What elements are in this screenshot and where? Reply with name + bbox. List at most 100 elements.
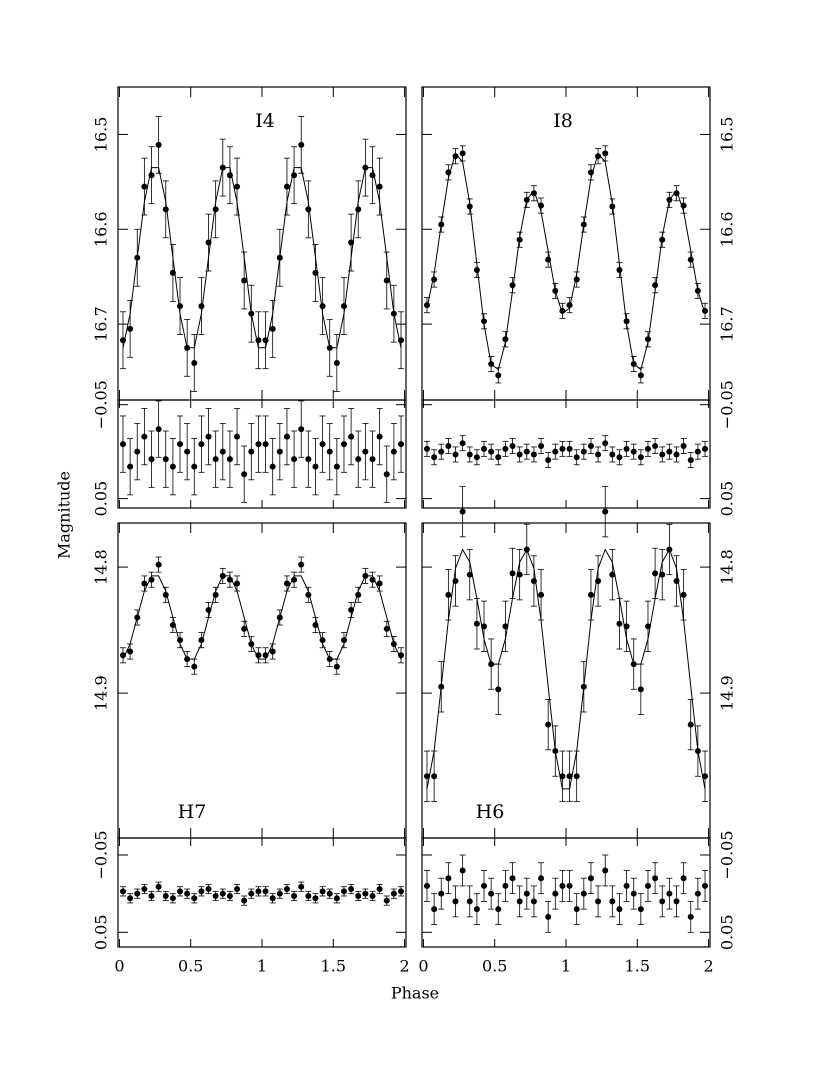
data-point (148, 576, 155, 583)
data-point (573, 276, 580, 283)
data-point (673, 190, 680, 197)
residual-point (559, 882, 566, 889)
data-point (348, 239, 355, 246)
residual-point (312, 463, 319, 470)
residual-point (595, 898, 602, 905)
data-point (687, 256, 694, 263)
residual-point (687, 457, 694, 464)
data-point (398, 337, 405, 344)
data-point (119, 337, 126, 344)
data-point (291, 172, 298, 179)
data-point (687, 721, 694, 728)
residual-point (376, 886, 383, 893)
residual-point (659, 898, 666, 905)
residual-point (148, 456, 155, 463)
data-point (481, 318, 488, 325)
residual-point (169, 463, 176, 470)
residual-point (580, 890, 587, 897)
data-point (169, 269, 176, 276)
residual-point (291, 892, 298, 899)
residual-point (119, 888, 126, 895)
data-point (226, 172, 233, 179)
data-point (177, 303, 184, 310)
residual-point (509, 443, 516, 450)
data-point (587, 591, 594, 598)
residual-point (348, 886, 355, 893)
data-point (127, 648, 134, 655)
data-point (276, 254, 283, 261)
data-point (319, 303, 326, 310)
residual-point (609, 451, 616, 458)
panel-frame (117, 522, 407, 839)
residual-point (573, 906, 580, 913)
data-point (616, 267, 623, 274)
residual-point (283, 433, 290, 440)
data-point (694, 748, 701, 755)
residual-point (694, 448, 701, 455)
x-tick-label: 1.5 (321, 957, 346, 976)
residual-point (340, 441, 347, 448)
data-point (502, 623, 509, 630)
data-point (283, 183, 290, 190)
data-point (198, 637, 205, 644)
residual-point (127, 463, 134, 470)
y-tick-label: 0.05 (92, 481, 111, 517)
residual-point (141, 886, 148, 893)
data-point (566, 302, 573, 309)
data-point (255, 652, 262, 659)
residual-point (198, 888, 205, 895)
data-point (219, 164, 226, 171)
residual-point (362, 448, 369, 455)
data-point (184, 656, 191, 663)
data-point (673, 577, 680, 584)
data-point (694, 287, 701, 294)
residual-point (473, 906, 480, 913)
data-point (248, 640, 255, 647)
data-point (609, 571, 616, 578)
residual-point (248, 890, 255, 897)
residual-point (538, 875, 545, 882)
model-curve (426, 548, 706, 790)
data-point (644, 336, 651, 343)
data-point (326, 344, 333, 351)
data-point (369, 172, 376, 179)
data-point (452, 577, 459, 584)
residual-point (644, 882, 651, 889)
residual-point (212, 892, 219, 899)
residual-point (637, 454, 644, 461)
data-point (212, 206, 219, 213)
residual-point (602, 867, 609, 874)
data-point (659, 571, 666, 578)
residual-point (340, 888, 347, 895)
residual-point (616, 906, 623, 913)
data-point (162, 206, 169, 213)
data-point (127, 325, 134, 332)
data-point (241, 277, 248, 284)
residual-point (587, 875, 594, 882)
star-label: I4 (255, 110, 275, 132)
data-point (333, 360, 340, 367)
data-point (248, 310, 255, 317)
residual-point (495, 906, 502, 913)
residual-point (452, 898, 459, 905)
y-tick-label: 16.7 (92, 306, 111, 342)
y-tick-label: 16.6 (92, 211, 111, 247)
data-point (580, 683, 587, 690)
residual-point (652, 875, 659, 882)
residual-point (333, 463, 340, 470)
data-point (305, 206, 312, 213)
data-point (355, 206, 362, 213)
data-point (333, 663, 340, 670)
data-point (340, 637, 347, 644)
data-point (390, 310, 397, 317)
data-point (473, 267, 480, 274)
data-point (269, 648, 276, 655)
x-tick-label: 1.5 (625, 957, 650, 976)
residual-point (219, 890, 226, 897)
y-tick-label: 0.05 (92, 914, 111, 950)
data-point (452, 153, 459, 160)
data-point (702, 773, 709, 780)
residual-point (445, 875, 452, 882)
y-tick-label: −0.05 (92, 830, 111, 879)
data-point (666, 196, 673, 203)
